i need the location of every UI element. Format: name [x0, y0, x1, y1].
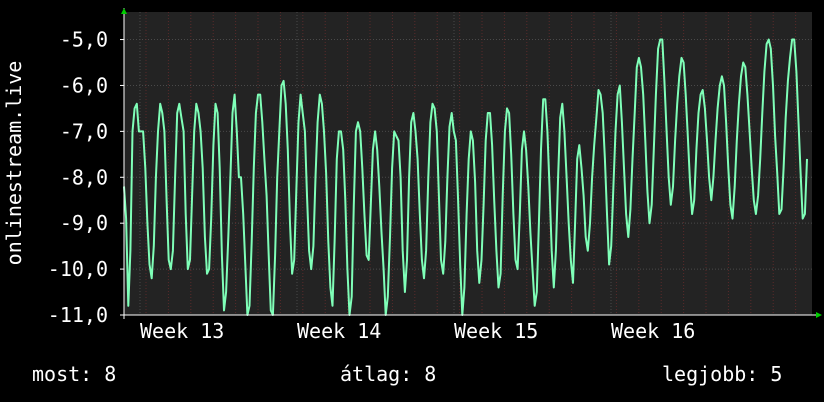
average-value-stat: átlag: 8	[340, 362, 437, 386]
y-tick-label: -8,0	[60, 165, 108, 189]
current-value-stat: most: 8	[32, 362, 117, 386]
y-tick-label: -9,0	[60, 211, 108, 235]
y-axis-label: onlinestream.live	[2, 61, 26, 266]
y-tick-label: -7,0	[60, 119, 108, 143]
series-layer	[123, 38, 808, 316]
best-value-stat: legjobb: 5	[662, 362, 783, 386]
x-tick-label: Week 16	[611, 319, 695, 343]
x-tick-label: Week 15	[454, 319, 538, 343]
x-tick-label: Week 14	[297, 319, 381, 343]
x-tick-labels: Week 13 Week 14 Week 15 Week 16	[140, 319, 695, 343]
y-axis-arrow	[121, 8, 127, 14]
x-tick-label: Week 13	[140, 319, 224, 343]
y-tick-labels: -5,0 -6,0 -7,0 -8,0 -9,0 -10,0 -11,0	[48, 28, 108, 327]
y-tick-label: -6,0	[60, 73, 108, 97]
axes	[120, 8, 822, 319]
y-tick-label: -5,0	[60, 28, 108, 52]
series-line	[123, 38, 808, 316]
y-tick-label: -10,0	[48, 257, 108, 281]
y-tick-label: -11,0	[48, 303, 108, 327]
x-axis-arrow	[816, 312, 822, 318]
